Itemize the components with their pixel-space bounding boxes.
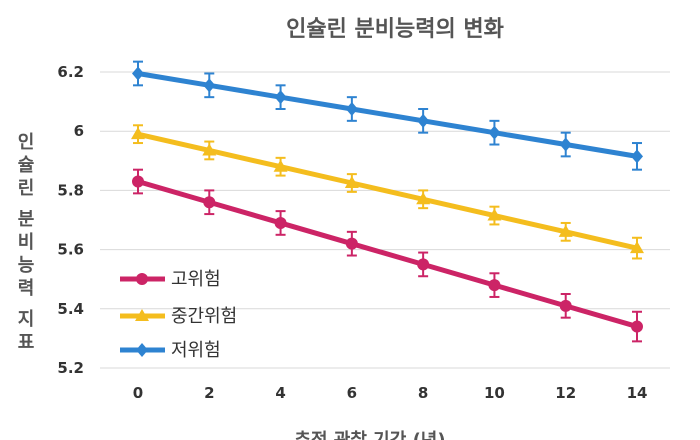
data-point bbox=[487, 208, 502, 221]
series-line bbox=[137, 179, 638, 329]
legend-item-1: 중간위험 bbox=[120, 306, 237, 327]
series-2 bbox=[132, 60, 643, 171]
series-line bbox=[137, 131, 638, 251]
y-tick-label: 6.2 bbox=[57, 63, 84, 81]
data-point bbox=[631, 320, 643, 333]
x-tick-label: 2 bbox=[204, 384, 214, 402]
data-point bbox=[345, 102, 358, 116]
data-point bbox=[488, 279, 501, 292]
data-point bbox=[558, 224, 573, 237]
legend-label: 고위험 bbox=[171, 269, 221, 290]
legend-marker bbox=[135, 309, 149, 321]
data-point bbox=[203, 196, 216, 209]
data-point bbox=[345, 237, 358, 250]
data-point bbox=[488, 125, 501, 140]
x-tick-label: 12 bbox=[555, 384, 576, 402]
legend-item-2: 저위험 bbox=[120, 340, 221, 361]
y-tick-label: 5.4 bbox=[57, 300, 84, 318]
data-point bbox=[559, 137, 572, 152]
data-point bbox=[132, 66, 144, 81]
legend-marker bbox=[136, 343, 148, 357]
x-tick-label: 8 bbox=[418, 384, 428, 402]
data-point bbox=[417, 258, 430, 271]
data-point bbox=[417, 113, 430, 128]
data-point bbox=[202, 143, 217, 156]
data-point bbox=[274, 90, 287, 105]
y-tick-label: 5.6 bbox=[57, 241, 84, 259]
x-tick-label: 10 bbox=[484, 384, 505, 402]
x-tick-label: 6 bbox=[347, 384, 357, 402]
legend-marker bbox=[136, 273, 148, 285]
data-point bbox=[273, 159, 288, 172]
data-point bbox=[559, 299, 572, 312]
gridlines bbox=[100, 71, 670, 369]
series-line bbox=[137, 71, 638, 159]
x-tick-label: 0 bbox=[133, 384, 143, 402]
series-0 bbox=[132, 168, 643, 343]
data-point bbox=[274, 216, 287, 229]
series-1 bbox=[131, 124, 644, 260]
data-point bbox=[132, 175, 144, 188]
y-tick-label: 5.8 bbox=[57, 181, 84, 199]
y-tick-label: 5.2 bbox=[57, 359, 84, 377]
legend-label: 중간위험 bbox=[171, 306, 237, 327]
chart-title: 인슐린 분비능력의 변화 bbox=[286, 17, 504, 42]
y-axis-ticks: 5.2 5.4 5.6 5.8 6 6.2 bbox=[57, 63, 84, 377]
series-group bbox=[131, 60, 644, 343]
legend-item-0: 고위험 bbox=[120, 269, 221, 290]
data-point bbox=[131, 127, 145, 140]
x-axis-label: 추적 관찰 기간 (년) bbox=[294, 430, 445, 440]
data-point bbox=[631, 149, 643, 164]
data-point bbox=[344, 176, 359, 188]
data-point bbox=[630, 241, 644, 254]
x-axis-ticks: 0 2 4 6 8 10 12 14 bbox=[133, 384, 648, 402]
data-point bbox=[416, 192, 431, 205]
y-tick-label: 6 bbox=[74, 122, 84, 140]
data-point bbox=[203, 78, 216, 93]
legend-label: 저위험 bbox=[171, 340, 221, 361]
x-tick-label: 14 bbox=[627, 384, 648, 402]
x-tick-label: 4 bbox=[275, 384, 285, 402]
